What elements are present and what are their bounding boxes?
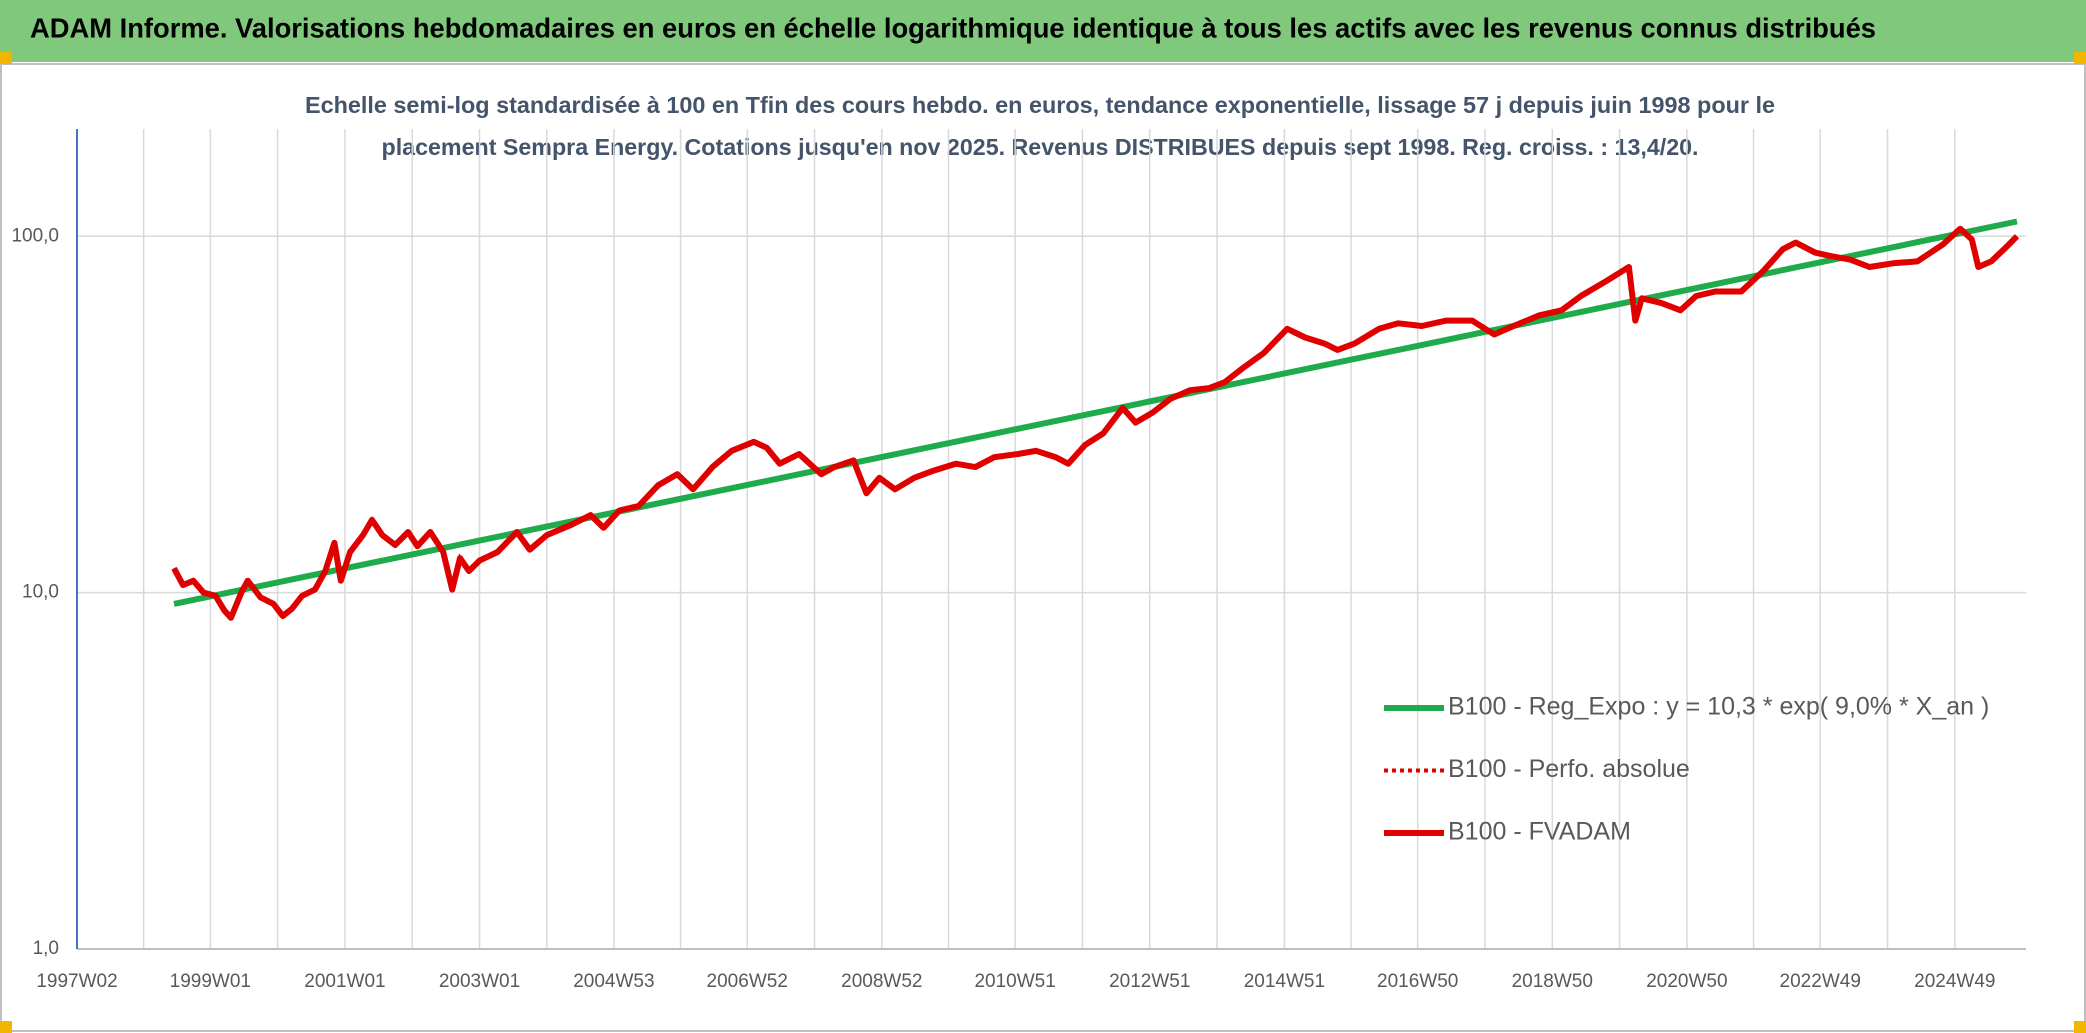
- x-tick-label: 2012W51: [1109, 971, 1190, 992]
- x-tick-label: 2003W01: [439, 971, 520, 992]
- y-tick-label: 1,0: [33, 938, 59, 959]
- x-tick-label: 2020W50: [1646, 971, 1727, 992]
- x-tick-label: 2006W52: [707, 971, 788, 992]
- page-title: ADAM Informe. Valorisations hebdomadaire…: [30, 12, 1876, 43]
- corner: [0, 1021, 12, 1033]
- x-tick-label: 2024W49: [1914, 971, 1995, 992]
- x-tick-label: 1997W02: [36, 971, 117, 992]
- series-line: [173, 218, 2018, 607]
- x-tick-label: 2018W50: [1512, 971, 1593, 992]
- y-tick-label: 100,0: [11, 225, 59, 246]
- x-tick-label: 2022W49: [1780, 971, 1861, 992]
- chart-frame: [0, 63, 2086, 1032]
- corner: [2074, 1021, 2086, 1033]
- x-tick-label: 1999W01: [170, 971, 251, 992]
- x-tick-label: 2014W51: [1244, 971, 1325, 992]
- chart-title: Echelle semi-log standardisée à 100 en T…: [305, 92, 1775, 118]
- x-tick-label: 2010W51: [974, 971, 1055, 992]
- y-tick-label: 10,0: [22, 582, 59, 603]
- x-tick-label: 2008W52: [841, 971, 922, 992]
- legend-label: B100 - Reg_Expo : y = 10,3 * exp( 9,0% *…: [1448, 693, 1989, 721]
- legend-label: B100 - FVADAM: [1448, 818, 1631, 846]
- x-tick-label: 2004W53: [573, 971, 654, 992]
- series-line: [171, 225, 2020, 621]
- title-banner: [0, 0, 2086, 62]
- x-tick-label: 2016W50: [1377, 971, 1458, 992]
- corner: [2074, 52, 2086, 64]
- corner: [0, 52, 12, 64]
- x-tick-label: 2001W01: [304, 971, 385, 992]
- chart-title: placement Sempra Energy. Cotations jusqu…: [382, 134, 1699, 160]
- legend-label: B100 - Perfo. absolue: [1448, 755, 1690, 783]
